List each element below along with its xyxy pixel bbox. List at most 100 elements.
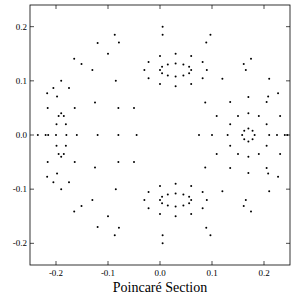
point bbox=[190, 55, 192, 57]
y-tick-label: -0.2 bbox=[13, 238, 27, 248]
point bbox=[133, 107, 135, 109]
point bbox=[115, 80, 117, 82]
point bbox=[258, 115, 260, 117]
point bbox=[162, 242, 164, 244]
point bbox=[143, 69, 145, 71]
point bbox=[107, 215, 109, 217]
point bbox=[276, 134, 278, 136]
point bbox=[56, 172, 58, 174]
chart: -0.2-0.10.00.10.2-0.2-0.10.00.10.2Poinca… bbox=[0, 0, 300, 300]
point bbox=[206, 69, 208, 71]
point bbox=[229, 123, 231, 125]
point bbox=[91, 69, 93, 71]
point bbox=[202, 207, 204, 209]
point bbox=[94, 167, 96, 169]
point bbox=[277, 92, 279, 94]
y-tick bbox=[30, 189, 34, 190]
point bbox=[202, 191, 204, 193]
point bbox=[148, 207, 150, 209]
x-tick-top bbox=[160, 5, 161, 9]
point bbox=[65, 123, 67, 125]
point bbox=[221, 190, 223, 192]
point bbox=[56, 123, 58, 125]
point bbox=[46, 92, 48, 94]
x-tick-label: -0.1 bbox=[101, 268, 115, 278]
point bbox=[159, 185, 161, 187]
point bbox=[60, 188, 62, 190]
point bbox=[247, 156, 249, 158]
point bbox=[58, 115, 60, 117]
point bbox=[188, 196, 190, 198]
point bbox=[204, 167, 206, 169]
y-tick-right bbox=[286, 26, 290, 27]
point bbox=[52, 181, 54, 183]
point bbox=[190, 69, 192, 71]
point bbox=[182, 194, 184, 196]
point bbox=[266, 101, 268, 103]
point bbox=[65, 134, 67, 136]
point bbox=[167, 74, 169, 76]
x-tick-label: 0.0 bbox=[154, 268, 166, 278]
point bbox=[268, 134, 270, 136]
point bbox=[91, 199, 93, 201]
point bbox=[159, 199, 161, 201]
point bbox=[237, 115, 239, 117]
point bbox=[161, 196, 163, 198]
point bbox=[216, 115, 218, 117]
point bbox=[162, 34, 164, 36]
point bbox=[250, 210, 252, 212]
x-tick bbox=[264, 261, 265, 265]
y-tick-label: 0.1 bbox=[16, 76, 27, 86]
point bbox=[188, 72, 190, 74]
y-tick-right bbox=[286, 135, 290, 136]
point bbox=[118, 41, 120, 43]
point bbox=[268, 78, 270, 80]
point bbox=[148, 191, 150, 193]
point bbox=[73, 210, 75, 212]
point bbox=[60, 156, 62, 158]
point bbox=[190, 213, 192, 215]
point bbox=[175, 76, 177, 78]
y-tick bbox=[30, 80, 34, 81]
point bbox=[229, 101, 231, 103]
point bbox=[175, 85, 177, 87]
point bbox=[161, 66, 163, 68]
point bbox=[80, 63, 82, 65]
point bbox=[63, 153, 65, 155]
point bbox=[175, 183, 177, 185]
point bbox=[175, 63, 177, 65]
point bbox=[162, 26, 164, 28]
point bbox=[188, 202, 190, 204]
x-tick-label: 0.1 bbox=[206, 268, 217, 278]
point bbox=[74, 161, 76, 163]
x-tick-top bbox=[56, 5, 57, 9]
point bbox=[279, 153, 281, 155]
x-tick-top bbox=[264, 5, 265, 9]
point bbox=[159, 69, 161, 71]
point bbox=[190, 185, 192, 187]
y-tick bbox=[30, 135, 34, 136]
point bbox=[209, 234, 211, 236]
point bbox=[204, 102, 206, 104]
point bbox=[216, 153, 218, 155]
point bbox=[279, 115, 281, 117]
point bbox=[162, 234, 164, 236]
point bbox=[47, 161, 49, 163]
point bbox=[68, 87, 70, 89]
point bbox=[243, 130, 245, 132]
point bbox=[117, 107, 119, 109]
point bbox=[167, 194, 169, 196]
point bbox=[76, 134, 78, 136]
point bbox=[107, 53, 109, 55]
point bbox=[247, 128, 249, 130]
x-tick bbox=[108, 261, 109, 265]
point bbox=[175, 206, 177, 208]
point bbox=[229, 167, 231, 169]
point bbox=[159, 83, 161, 85]
point bbox=[46, 176, 48, 178]
points bbox=[37, 26, 289, 245]
x-label: Poincaré Section bbox=[113, 280, 207, 295]
point bbox=[202, 77, 204, 79]
point bbox=[148, 61, 150, 63]
y-tick-right bbox=[286, 80, 290, 81]
